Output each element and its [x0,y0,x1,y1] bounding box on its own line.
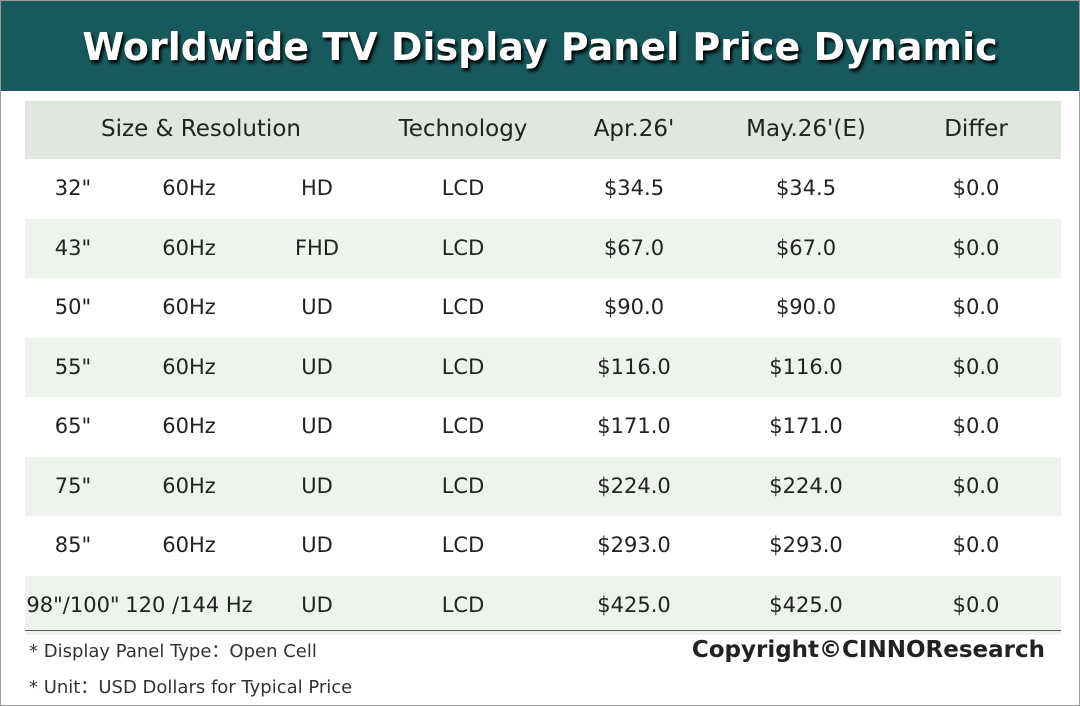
column-header: Size & Resolution [101,116,301,142]
table-row: 98"/100" 120 /144 Hz UD LCD $425.0 $425.0 $0.0 [25,575,1061,635]
table-cell: UD [301,414,333,438]
table-cell: LCD [441,354,485,379]
table-cell: $116.0 [769,354,843,379]
table-cell: LCD [441,414,485,438]
column-header: May.26'(E) [746,116,866,142]
table-cell: 50" [54,295,92,319]
table-cell: $0.0 [952,473,1000,498]
table-cell: $224.0 [597,473,671,498]
table-cell: 60Hz [162,176,216,200]
table-cell: $171.0 [597,414,671,438]
table-cell: $67.0 [603,235,665,260]
table-cell: $425.0 [597,592,671,617]
table-cell: $293.0 [597,533,671,557]
table-cell: $34.5 [775,176,837,200]
table-row: 65" 60Hz UD LCD $171.0 $171.0 $0.0 [25,397,1061,457]
table-cell: $90.0 [603,295,665,319]
table-cell: $0.0 [952,176,1000,200]
table-cell: 65" [54,414,92,438]
table-cell: 60Hz [162,235,216,260]
note: * Unit：USD Dollars for Typical Price [29,677,353,698]
table-cell: $0.0 [952,414,1000,438]
table-row: 43" 60Hz FHD LCD $67.0 $67.0 $0.0 [25,218,1061,278]
table-cell: $116.0 [597,354,671,379]
table-cell: 60Hz [162,295,216,319]
table-cell: UD [301,533,333,557]
table-cell: UD [301,592,333,617]
table-row: 55" 60Hz UD LCD $116.0 $116.0 $0.0 [25,337,1061,397]
column-header: Technology [398,116,528,142]
table-cell: UD [301,473,333,498]
table-rule [25,630,1061,631]
title: Worldwide TV Display Panel Price Dynamic [82,25,998,69]
table-row: 32" 60Hz HD LCD $34.5 $34.5 $0.0 [25,159,1061,219]
table-row: 50" 60Hz UD LCD $90.0 $90.0 $0.0 [25,278,1061,338]
copyright: Copyright©CINNOResearch [691,637,1045,663]
table-cell: UD [301,295,333,319]
table-cell: $293.0 [769,533,843,557]
table-cell: 60Hz [162,473,216,498]
table-cell: $34.5 [603,176,665,200]
table-cell: LCD [441,592,485,617]
title-bar: Worldwide TV Display Panel Price Dynamic [1,1,1079,91]
table-cell: FHD [294,235,340,260]
table-cell: LCD [441,235,485,260]
table-cell: UD [301,354,333,379]
table-cell: $0.0 [952,235,1000,260]
table-cell: LCD [441,176,485,200]
table-cell: 60Hz [162,414,216,438]
header-row: Size & Resolution Technology Apr.26' May.26… [25,101,1061,159]
table-cell: LCD [441,473,485,498]
table-cell: 120 /144 Hz [125,592,253,617]
table-cell: 32" [54,176,92,200]
table-cell: 60Hz [162,533,216,557]
table-cell: 55" [54,354,92,379]
table-cell: 98"/100" [26,592,120,617]
table-cell: 60Hz [162,354,216,379]
column-header: Differ [944,116,1008,142]
table-row: 75" 60Hz UD LCD $224.0 $224.0 $0.0 [25,456,1061,516]
table-cell: $90.0 [775,295,837,319]
table-cell: 43" [54,235,92,260]
table-cell: $425.0 [769,592,843,617]
table-cell: HD [301,176,333,200]
table-cell: $224.0 [769,473,843,498]
table-cell: 85" [54,533,92,557]
table-cell: $171.0 [769,414,843,438]
table-cell: $0.0 [952,354,1000,379]
table-cell: 75" [54,473,92,498]
table-row: 85" 60Hz UD LCD $293.0 $293.0 $0.0 [25,516,1061,576]
table-cell: LCD [441,295,485,319]
table-cell: $67.0 [775,235,837,260]
column-header: Apr.26' [593,116,675,142]
table-cell: $0.0 [952,592,1000,617]
table-cell: $0.0 [952,295,1000,319]
table-cell: LCD [441,533,485,557]
note: * Display Panel Type：Open Cell [29,641,317,662]
table-cell: $0.0 [952,533,1000,557]
